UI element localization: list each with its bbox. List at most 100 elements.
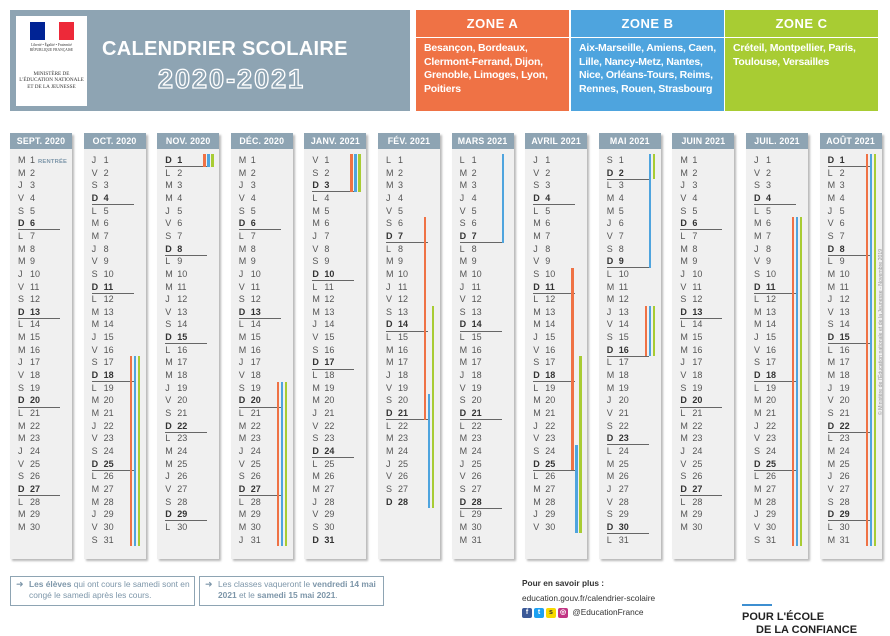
facebook-icon[interactable]: f xyxy=(522,608,532,618)
zone-b-panel: ZONE B Aix-Marseille, Amiens, Caen, Lill… xyxy=(571,10,724,111)
arrow-right-icon: ➜ xyxy=(205,579,213,590)
holiday-bar-zone-c xyxy=(800,217,802,546)
info-url[interactable]: education.gouv.fr/calendrier-scolaire xyxy=(522,592,655,604)
holiday-bar-zone-c xyxy=(138,356,140,546)
holiday-bar-zone-b xyxy=(649,154,651,268)
holiday-bar-zone-a xyxy=(203,154,205,167)
month-header: AOÛT 2021 xyxy=(820,133,882,149)
info-social[interactable]: @EducationFrance xyxy=(572,607,643,617)
zone-a-title: ZONE A xyxy=(416,10,569,38)
holiday-bar-zone-c xyxy=(211,154,213,167)
info-title: Pour en savoir plus : xyxy=(522,577,655,589)
instagram-icon[interactable]: ◎ xyxy=(558,608,568,618)
month-header: OCT. 2020 xyxy=(84,133,146,149)
note-may: ➜ Les classes vaqueront le vendredi 14 m… xyxy=(199,576,384,606)
page-title: CALENDRIER SCOLAIRE xyxy=(102,38,348,61)
snapchat-icon[interactable]: s xyxy=(546,608,556,618)
twitter-icon[interactable]: t xyxy=(534,608,544,618)
ministry-logo: Liberté • Égalité • Fraternité RÉPUBLIQU… xyxy=(16,16,87,106)
